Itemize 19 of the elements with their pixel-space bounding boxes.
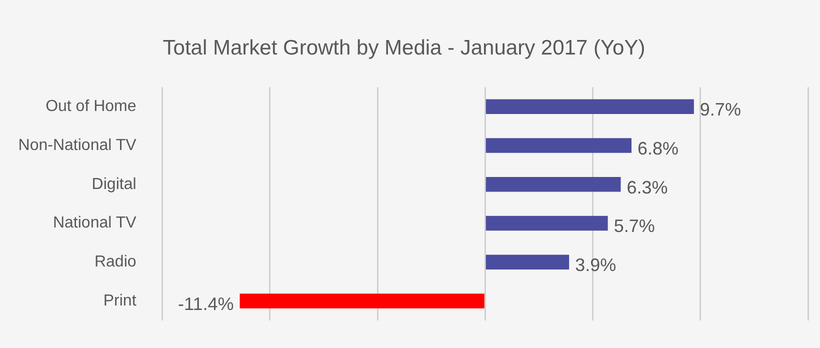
data-label: 9.7%	[700, 100, 741, 120]
chart-title: Total Market Growth by Media - January 2017 (YoY)	[162, 36, 646, 60]
y-tick-label: National TV	[52, 214, 137, 232]
data-label: 6.3%	[626, 177, 668, 198]
y-tick-label: Print	[103, 292, 137, 310]
data-label: 5.7%	[614, 216, 655, 236]
bar	[486, 176, 621, 192]
y-tick-label: Out of Home	[46, 98, 136, 116]
bar	[486, 99, 694, 114]
data-label: 3.9%	[575, 255, 616, 276]
bar	[240, 294, 484, 308]
bar	[486, 138, 632, 153]
data-label: -11.4%	[178, 294, 234, 314]
y-tick-label: Digital	[92, 176, 136, 193]
y-tick-label: Radio	[94, 254, 136, 271]
bar	[486, 216, 608, 231]
bar	[486, 254, 570, 270]
data-label: 6.8%	[638, 138, 679, 158]
y-tick-label: Non-National TV	[18, 136, 137, 154]
